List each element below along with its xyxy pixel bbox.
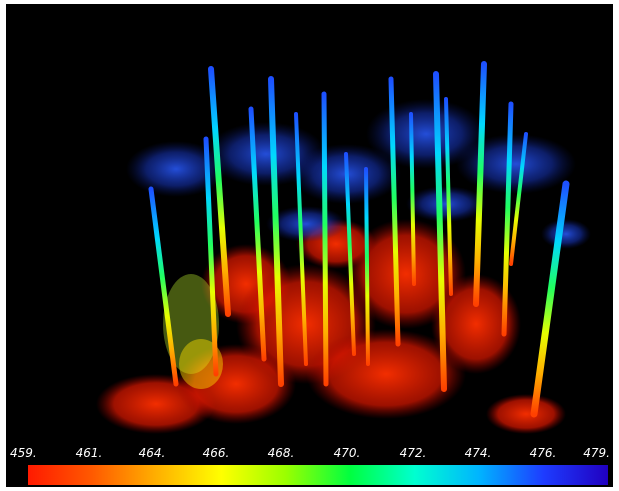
colorbar-tick-label: 470. (333, 446, 361, 460)
point-cloud-scene (96, 61, 591, 434)
image-frame: 459. 461. 464. 466. 468. 470. 472. 474. … (6, 4, 613, 487)
colorbar-tick-label: 479. (583, 446, 610, 460)
colorbar-tick-label: 474. (464, 446, 492, 460)
colorbar-tick-label: 476. (529, 446, 557, 460)
tree-trunks (148, 61, 570, 418)
colorbar-tick-label: 468. (267, 446, 295, 460)
understory-points (163, 274, 223, 389)
colorbar-tick-label: 472. (399, 446, 427, 460)
colorbar-tick-label: 459. (10, 446, 37, 460)
colorbar-tick-label: 464. (138, 446, 166, 460)
colorbar-tick-labels: 459. 461. 464. 466. 468. 470. 472. 474. … (6, 446, 613, 464)
colorbar-tick-label: 466. (202, 446, 230, 460)
colorbar-tick-label: 461. (75, 446, 103, 460)
elevation-colorbar (28, 465, 608, 485)
